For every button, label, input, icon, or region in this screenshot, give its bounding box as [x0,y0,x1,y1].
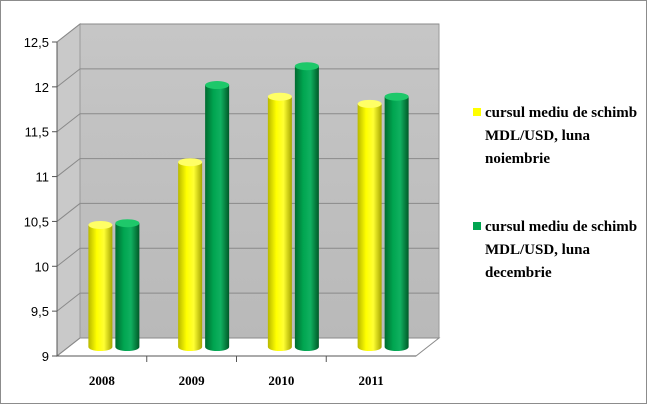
legend-label-decembrie: cursul mediu de schimb MDL/USD, luna dec… [485,219,638,281]
y-tick-label: 11,5 [25,125,49,140]
y-tick-label: 12 [35,80,49,95]
y-tick-label: 12,5 [24,35,49,50]
bar-cap [88,220,113,229]
bar-noiembrie-2008 [88,224,113,351]
bar-noiembrie-2010 [267,96,292,351]
bar-cap [384,92,409,101]
y-tick-label: 11 [36,170,50,185]
side-wall [56,22,81,358]
gridline [56,23,439,43]
x-category-2008: 2008 [89,373,116,388]
gridline [56,292,439,312]
legend-item-noiembrie: cursul mediu de schimb MDL/USD, luna noi… [473,102,643,172]
legend-item-decembrie: cursul mediu de schimb MDL/USD, luna dec… [473,216,643,286]
x-category-2009: 2009 [179,373,206,388]
y-tick-label: 10 [35,259,49,274]
gridline [56,337,439,357]
gridline [56,158,439,177]
legend-swatch-yellow [473,108,481,116]
bar-decembrie-2008 [115,223,140,351]
floor [55,337,441,357]
bar-cap [294,62,319,71]
x-category-2010: 2010 [268,373,294,388]
bar-decembrie-2011 [384,96,409,351]
bar-cap [267,92,292,101]
y-tick-label: 9,5 [31,304,49,319]
y-tick-label: 10,5 [24,214,49,229]
bar-noiembrie-2011 [357,103,382,351]
gridline [56,113,439,133]
gridline [56,202,439,222]
bar-cap [115,219,140,228]
bar-cap [178,158,203,167]
bar-cap [205,81,230,90]
bar-decembrie-2010 [294,66,319,352]
y-tick-label: 9 [42,349,49,364]
x-category-2011: 2011 [358,373,383,388]
bar-noiembrie-2009 [178,162,203,351]
bar-decembrie-2009 [205,85,230,351]
gridline [56,68,439,88]
gridline [56,247,439,267]
legend-label-noiembrie: cursul mediu de schimb MDL/USD, luna noi… [485,105,638,167]
bar-cap [357,99,382,108]
legend-swatch-green [473,222,481,230]
